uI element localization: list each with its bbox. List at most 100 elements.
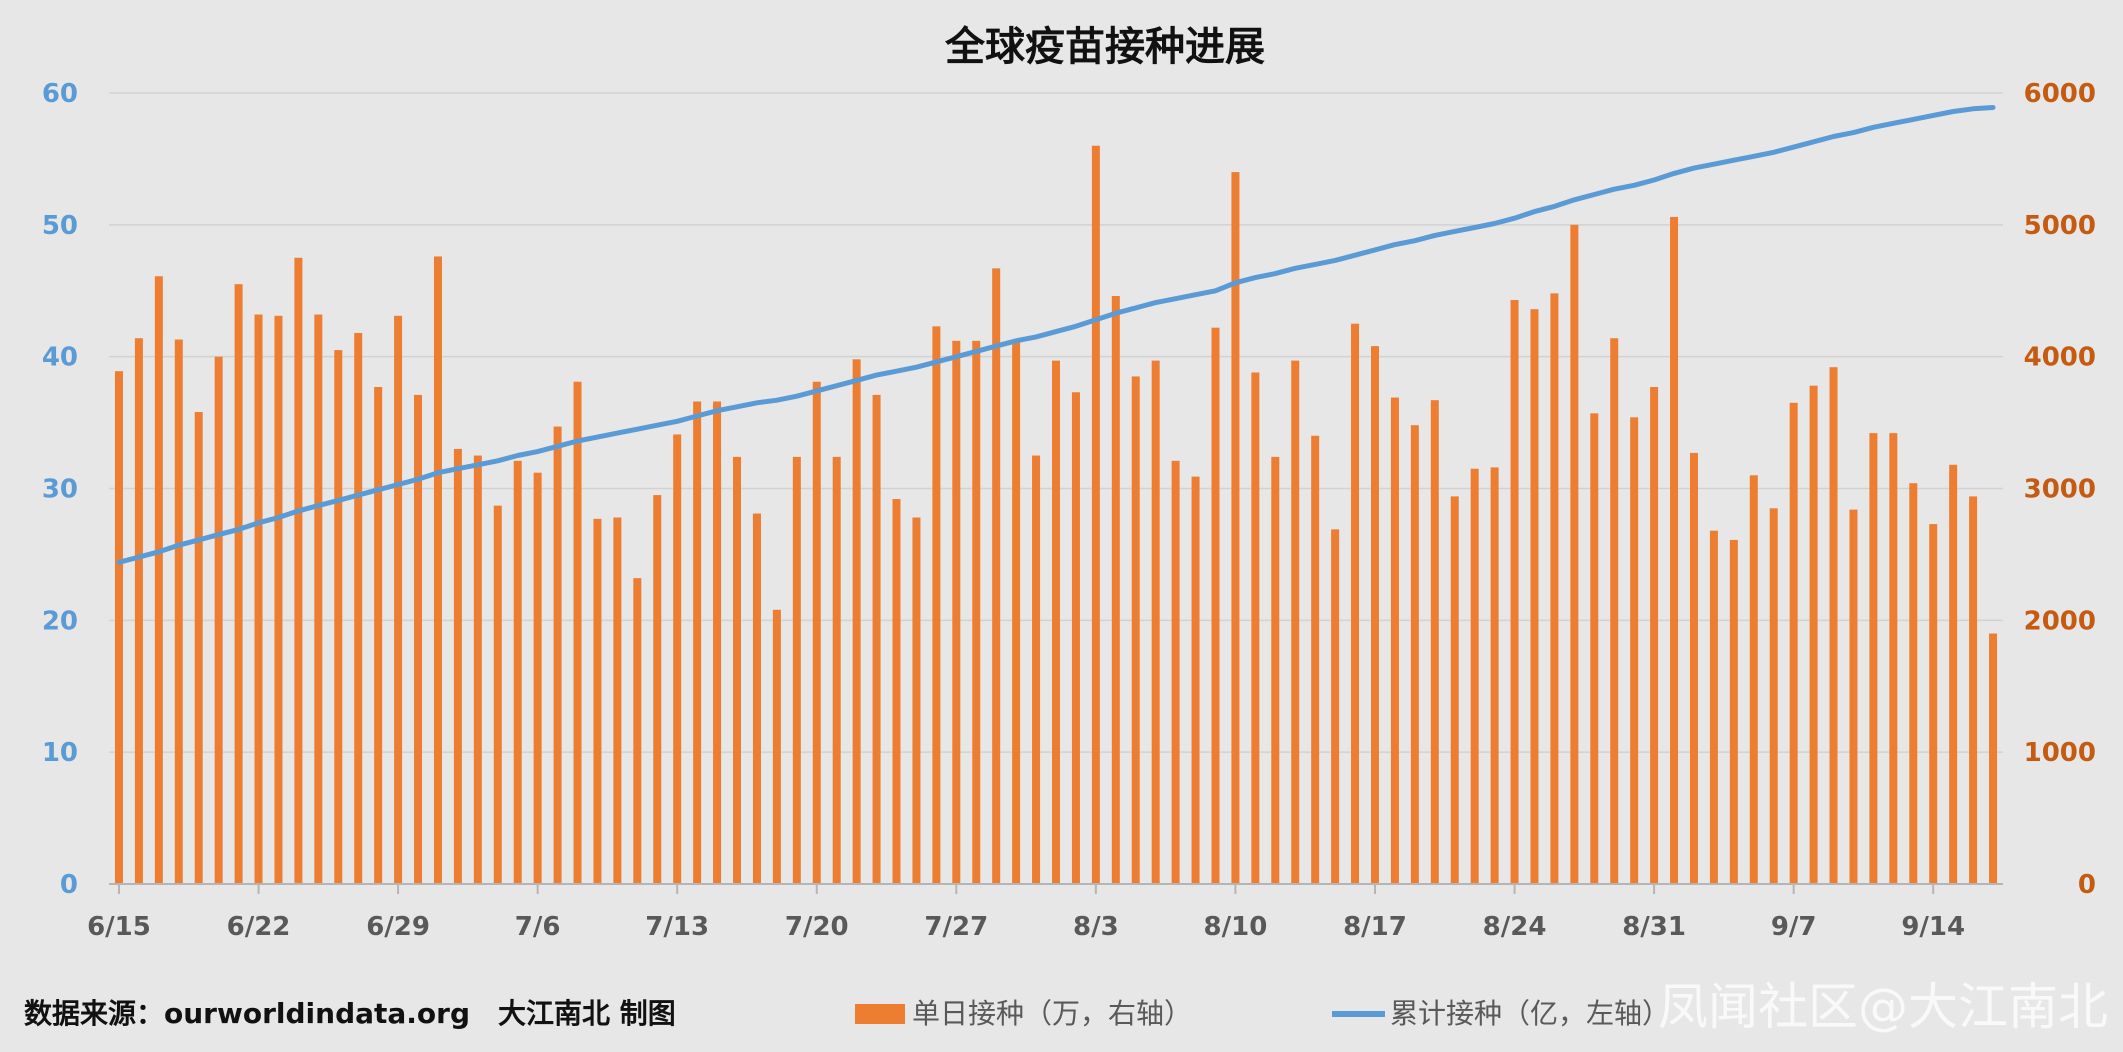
daily-bar bbox=[992, 268, 1001, 884]
daily-bar bbox=[1530, 309, 1539, 884]
cumulative-line bbox=[116, 105, 1996, 565]
daily-bar bbox=[1071, 392, 1080, 884]
right-tick-label: 3000 bbox=[2024, 475, 2096, 505]
daily-bar bbox=[932, 326, 941, 885]
daily-bar bbox=[314, 314, 323, 885]
daily-bar bbox=[1909, 483, 1918, 884]
daily-bar bbox=[892, 499, 901, 884]
daily-bar bbox=[433, 256, 442, 884]
daily-bar bbox=[1151, 360, 1160, 884]
right-axis-ticks: 0 1000 2000 3000 4000 5000 6000 bbox=[2024, 79, 2096, 900]
daily-bar bbox=[613, 517, 622, 884]
daily-bar bbox=[812, 381, 821, 884]
daily-bar bbox=[1650, 386, 1659, 884]
daily-bar bbox=[1989, 633, 1998, 884]
daily-bar bbox=[633, 578, 642, 884]
daily-bar bbox=[553, 426, 562, 884]
watermark-text: 凤闻社区@大江南北 bbox=[1658, 978, 2108, 1036]
daily-bar bbox=[852, 359, 861, 884]
x-tick-label: 6/22 bbox=[227, 912, 291, 942]
daily-bar bbox=[473, 455, 482, 884]
daily-bar bbox=[1410, 425, 1419, 884]
daily-bar bbox=[733, 456, 742, 884]
cumulative-line-layer bbox=[116, 105, 1996, 565]
x-tick-label: 8/24 bbox=[1483, 912, 1547, 942]
daily-bar bbox=[1231, 172, 1240, 885]
daily-bar bbox=[1550, 293, 1559, 884]
x-axis-ticks: 6/15 6/22 6/29 7/6 7/13 7/20 7/27 8/3 8/10 8/17 8/… bbox=[87, 884, 1965, 942]
daily-bar bbox=[1869, 433, 1878, 884]
daily-bar bbox=[1630, 417, 1639, 884]
daily-bar bbox=[1590, 413, 1599, 884]
daily-bar bbox=[533, 472, 542, 884]
legend-bar-label: 单日接种（万，右轴） bbox=[912, 997, 1192, 1030]
daily-bar bbox=[154, 276, 163, 885]
right-tick-label: 4000 bbox=[2024, 343, 2096, 373]
x-tick-label: 7/27 bbox=[924, 912, 988, 942]
daily-bar bbox=[1052, 360, 1060, 884]
daily-bar bbox=[1291, 360, 1300, 884]
left-tick-label: 10 bbox=[42, 738, 78, 768]
chart-title: 全球疫苗接种进展 bbox=[944, 24, 1265, 70]
daily-bar bbox=[1311, 435, 1320, 884]
daily-bar bbox=[394, 315, 403, 884]
daily-bar bbox=[952, 340, 961, 884]
left-tick-label: 30 bbox=[42, 475, 78, 505]
daily-bar bbox=[1969, 496, 1978, 884]
daily-bar bbox=[1689, 452, 1698, 884]
daily-bar bbox=[832, 456, 841, 884]
left-tick-label: 40 bbox=[42, 343, 78, 373]
daily-bar bbox=[1171, 460, 1180, 884]
x-tick-label: 7/13 bbox=[645, 912, 709, 942]
daily-bar bbox=[254, 314, 263, 885]
daily-bar bbox=[1729, 539, 1738, 884]
daily-bar bbox=[752, 513, 761, 884]
legend: 单日接种（万，右轴） 累计接种（亿，左轴） bbox=[855, 997, 1670, 1030]
left-tick-label: 20 bbox=[42, 606, 78, 636]
right-tick-label: 6000 bbox=[2024, 79, 2096, 109]
daily-bar bbox=[414, 394, 423, 884]
daily-bar bbox=[1570, 224, 1579, 885]
daily-bar bbox=[1789, 402, 1798, 884]
daily-bar bbox=[114, 371, 123, 884]
daily-bar bbox=[1111, 296, 1120, 885]
daily-bar bbox=[234, 284, 243, 884]
daily-bar bbox=[1370, 346, 1379, 884]
daily-bar bbox=[573, 381, 582, 884]
daily-bar bbox=[1889, 433, 1898, 884]
x-tick-label: 7/20 bbox=[785, 912, 849, 942]
x-tick-label: 9/7 bbox=[1771, 912, 1817, 942]
daily-bar bbox=[214, 356, 223, 885]
daily-bar bbox=[1032, 455, 1041, 884]
daily-bar bbox=[354, 332, 363, 885]
right-tick-label: 0 bbox=[2078, 870, 2096, 900]
left-tick-label: 0 bbox=[60, 870, 78, 900]
right-tick-label: 2000 bbox=[2024, 606, 2096, 636]
daily-bar bbox=[174, 339, 183, 884]
daily-bar bbox=[1929, 524, 1938, 884]
daily-bar bbox=[1510, 299, 1519, 884]
daily-bar bbox=[1390, 397, 1399, 884]
daily-bar bbox=[274, 315, 283, 884]
daily-bar bbox=[1251, 372, 1260, 884]
daily-bar bbox=[1769, 508, 1778, 884]
left-axis-ticks: 0 10 20 30 40 50 60 bbox=[42, 79, 78, 900]
daily-bar bbox=[693, 401, 702, 884]
daily-bar bbox=[1749, 475, 1758, 884]
daily-bar bbox=[1949, 464, 1958, 884]
daily-bar bbox=[872, 394, 881, 884]
left-tick-label: 60 bbox=[42, 79, 78, 109]
daily-bar bbox=[1131, 376, 1140, 884]
daily-bar bbox=[1191, 476, 1200, 884]
daily-bar bbox=[453, 448, 462, 884]
right-tick-label: 5000 bbox=[2024, 211, 2096, 241]
daily-bar bbox=[972, 340, 981, 884]
daily-bar bbox=[1829, 367, 1838, 884]
daily-bars bbox=[114, 145, 1998, 885]
x-tick-label: 8/31 bbox=[1622, 912, 1686, 942]
daily-bar bbox=[673, 434, 682, 884]
daily-bar bbox=[1091, 145, 1100, 884]
daily-bar bbox=[772, 609, 781, 884]
